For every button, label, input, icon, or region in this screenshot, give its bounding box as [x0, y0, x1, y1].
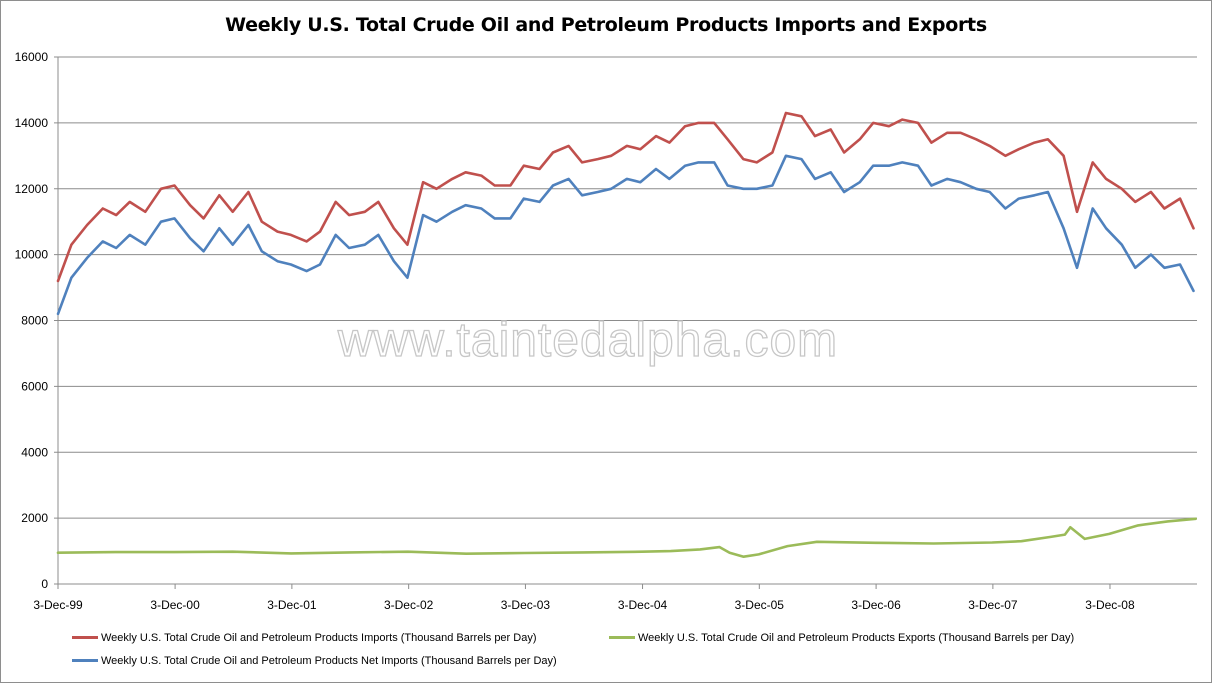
y-tick-label: 10000 — [15, 248, 49, 262]
watermark: www.taintedalpha.com — [337, 314, 838, 367]
legend-item-imports: Weekly U.S. Total Crude Oil and Petroleu… — [72, 632, 537, 644]
imports-line — [56, 111, 1195, 283]
chart-title: Weekly U.S. Total Crude Oil and Petroleu… — [225, 14, 987, 36]
y-tick-label: 6000 — [21, 379, 48, 393]
x-tick-label: 3-Dec-08 — [1085, 598, 1135, 612]
legend-swatch-net-imports — [72, 658, 98, 662]
legend: Weekly U.S. Total Crude Oil and Petroleu… — [72, 628, 1202, 672]
axes — [54, 56, 1197, 589]
x-tick-label: 3-Dec-06 — [851, 598, 901, 612]
y-tick-labels: 0 2000 4000 6000 8000 10000 12000 14000 16000 — [15, 50, 49, 591]
gridlines — [58, 56, 1197, 519]
net-imports-line — [56, 154, 1195, 316]
x-tick-label: 3-Dec-07 — [968, 598, 1018, 612]
x-tick-label: 3-Dec-03 — [501, 598, 551, 612]
x-tick-label: 3-Dec-01 — [267, 598, 317, 612]
legend-swatch-exports — [609, 635, 635, 639]
y-tick-label: 16000 — [15, 50, 49, 64]
x-tick-label: 3-Dec-99 — [33, 598, 83, 612]
legend-item-net-imports: Weekly U.S. Total Crude Oil and Petroleu… — [72, 655, 557, 667]
series-lines — [56, 111, 1197, 559]
x-tick-label: 3-Dec-04 — [618, 598, 668, 612]
x-tick-labels: 3-Dec-99 3-Dec-00 3-Dec-01 3-Dec-02 3-Dec-03… — [33, 598, 1135, 612]
legend-label-imports: Weekly U.S. Total Crude Oil and Petroleu… — [101, 632, 537, 645]
y-tick-label: 2000 — [21, 511, 48, 525]
legend-swatch-imports — [72, 635, 98, 639]
x-tick-label: 3-Dec-05 — [735, 598, 785, 612]
y-tick-label: 4000 — [21, 445, 48, 459]
legend-item-exports: Weekly U.S. Total Crude Oil and Petroleu… — [609, 632, 1074, 644]
y-tick-label: 0 — [41, 577, 48, 591]
y-tick-label: 8000 — [21, 314, 48, 328]
x-tick-label: 3-Dec-00 — [150, 598, 200, 612]
legend-label-exports: Weekly U.S. Total Crude Oil and Petroleu… — [638, 632, 1075, 645]
y-tick-label: 12000 — [15, 182, 49, 196]
y-tick-label: 14000 — [15, 116, 49, 130]
exports-line — [56, 517, 1197, 559]
legend-label-net-imports: Weekly U.S. Total Crude Oil and Petroleu… — [101, 655, 557, 668]
x-tick-label: 3-Dec-02 — [384, 598, 434, 612]
